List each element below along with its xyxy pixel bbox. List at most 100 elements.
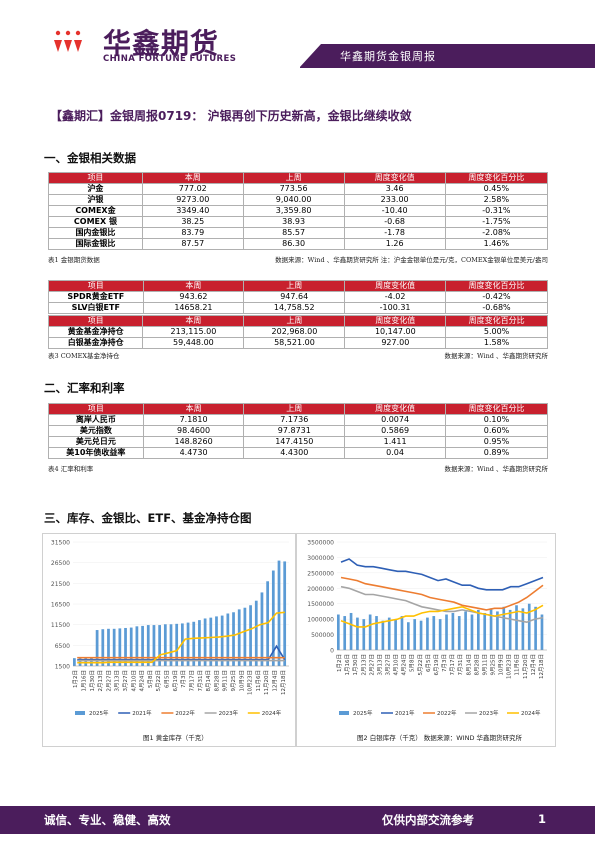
header-banner [299, 44, 595, 68]
bar-2025 [362, 619, 366, 650]
x-tick-label: 12月4日 [530, 654, 537, 676]
table-cell: 7.1810 [142, 414, 245, 426]
table-cell: 0.04 [344, 447, 446, 459]
table-caption: 表3 COMEX基金净持仓 [48, 352, 120, 360]
table-row: 离岸人民币 7.1810 7.1736 0.0074 0.10% [48, 414, 548, 426]
legend-swatch [75, 711, 85, 715]
table-cell: 0.60% [445, 425, 548, 437]
x-tick-label: 4月10日 [393, 654, 400, 676]
x-tick-label: 7月31日 [457, 654, 464, 676]
bar-2025 [540, 614, 544, 650]
table-caption: 表4 汇率和利率 [48, 465, 94, 473]
table-cell: -1.78 [343, 227, 446, 239]
x-tick-label: 1月2日 [72, 670, 79, 688]
bar-2025 [483, 612, 487, 650]
table-cell: 4.4730 [142, 447, 245, 459]
table-cell: 98.4600 [142, 425, 245, 437]
table-cell: 14658.21 [142, 302, 245, 314]
bar-2025 [226, 613, 230, 666]
table-cell: 86.30 [242, 238, 345, 250]
table-fund-positions: 项目 本周 上周 周度变化值 周度变化百分比 黄金基金净持仓 213,115.00… [47, 315, 548, 349]
column-header: 周度变化百分比 [444, 172, 549, 184]
column-header: 周度变化值 [344, 315, 447, 327]
table-cell: 943.62 [142, 291, 245, 303]
table-etf: 项目 本周 上周 周度变化值 周度变化百分比 SPDR黄金ETF 943.62 94… [48, 280, 548, 314]
table-cell: 202,968.00 [243, 326, 346, 338]
y-tick-label: 2500000 [307, 570, 334, 577]
table-cell: 2.58% [444, 194, 549, 206]
page-header [0, 0, 595, 42]
row-label: 国际金银比 [48, 238, 143, 250]
column-header: 项目 [47, 315, 144, 327]
table-cell: -10.40 [343, 205, 446, 217]
table-cell: -0.42% [445, 291, 548, 303]
bar-2025 [343, 616, 347, 650]
column-header: 周度变化百分比 [445, 403, 548, 415]
table-cell: 5.00% [445, 326, 548, 338]
table-caption: 表1 金银期货数据 [48, 256, 100, 264]
table-cell: 3,359.80 [242, 205, 345, 217]
table-cell: -0.68% [445, 302, 548, 314]
table-cell: 7.1736 [243, 414, 346, 426]
chart-silver-inventory: 3500000 3000000 2500000 2000000 1500000 10000… [296, 533, 556, 747]
x-tick-label: 8月14日 [465, 654, 472, 676]
table-cell: 1.58% [445, 337, 548, 349]
table-cell: 0.45% [444, 183, 549, 195]
bar-2025 [283, 561, 287, 666]
table-cell: -0.68 [343, 216, 446, 228]
x-tick-label: 11月20日 [263, 670, 270, 695]
legend-label: 2022年 [175, 709, 195, 717]
column-header: 周度变化值 [344, 280, 447, 292]
series-line-2021年 [77, 644, 286, 661]
y-tick-label: 26500 [51, 560, 70, 567]
bar-2025 [192, 621, 196, 666]
x-tick-label: 1月16日 [344, 654, 351, 676]
legend-label: 2021年 [395, 709, 415, 717]
column-header: 上周 [243, 403, 346, 415]
bar-2025 [107, 628, 110, 666]
x-tick-label: 3月13日 [376, 654, 383, 676]
bar-2025 [249, 605, 252, 666]
table-cell: -100.31 [344, 302, 447, 314]
bar-2025 [175, 623, 179, 666]
bar-2025 [445, 614, 448, 650]
table-cell: 1.26 [343, 238, 446, 250]
x-tick-label: 3月27日 [122, 670, 129, 692]
bar-2025 [413, 619, 417, 650]
row-label: 美元兑日元 [48, 436, 144, 448]
bar-2025 [118, 628, 122, 666]
banner-text: 华鑫期货金银周报 [340, 50, 436, 63]
row-label: 国内金银比 [48, 227, 143, 239]
column-header: 上周 [242, 172, 345, 184]
bar-2025 [220, 615, 224, 666]
legend-swatch [339, 711, 349, 715]
x-tick-label: 12月4日 [272, 670, 279, 692]
bar-2025 [169, 624, 173, 666]
x-tick-label: 12月18日 [280, 670, 287, 695]
bar-2025 [158, 625, 162, 666]
series-line-2024年 [77, 611, 285, 664]
x-tick-label: 3月27日 [385, 654, 392, 676]
table-row: COMEX金 3349.40 3,359.80 -10.40 -0.31% [48, 205, 549, 217]
y-tick-label: 6500 [55, 643, 70, 650]
table-row: SLV白银ETF 14658.21 14,758.52 -100.31 -0.68% [48, 302, 548, 314]
bar-2025 [209, 617, 213, 666]
x-tick-label: 1月16日 [80, 670, 87, 692]
row-label: COMEX金 [48, 205, 143, 217]
table-cell: 10,147.00 [344, 326, 447, 338]
table-cell: -0.31% [444, 205, 549, 217]
column-header: 项目 [48, 403, 144, 415]
bar-2025 [432, 616, 436, 650]
bar-2025 [407, 622, 410, 650]
bar-2025 [356, 617, 359, 650]
bar-2025 [266, 581, 270, 666]
x-tick-label: 3月13日 [114, 670, 121, 692]
x-tick-label: 9月11日 [222, 670, 229, 692]
table-cell: 38.93 [242, 216, 345, 228]
bar-2025 [464, 611, 467, 650]
y-tick-label: 500000 [311, 632, 334, 639]
column-header: 项目 [48, 172, 143, 184]
bar-2025 [527, 603, 531, 650]
x-tick-label: 7月17日 [188, 670, 195, 692]
table-cell: 233.00 [343, 194, 446, 206]
